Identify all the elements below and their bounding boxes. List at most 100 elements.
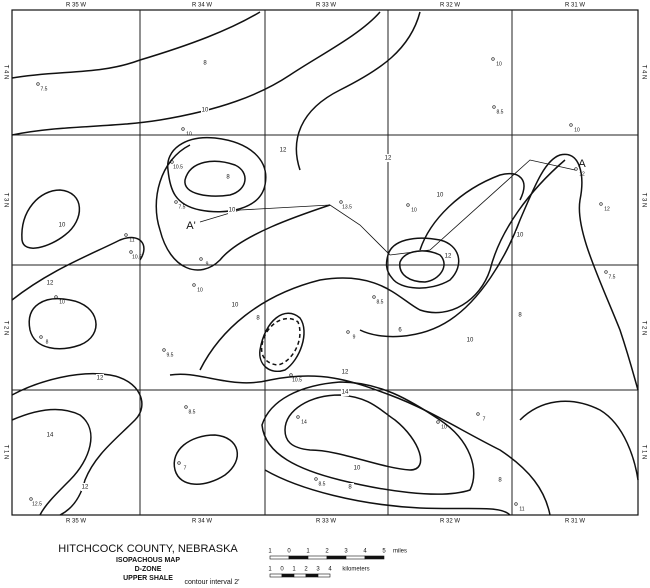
well-marker [170,160,174,164]
legend-zone: D-ZONE [135,566,162,573]
scale-segment [281,573,295,578]
well-marker [599,202,603,206]
contour-line [284,394,422,471]
range-label-bottom: R 33 W [316,519,336,525]
contour-label-bg [346,483,354,491]
well-value: 7.5 [609,274,616,280]
contour-label: 10 [229,208,236,214]
well-value: 7.5 [41,86,48,92]
well-value: 10 [496,61,502,67]
scale-tick-miles: 1 [268,549,272,555]
survey-grid [12,10,638,515]
contour-label-bg [341,388,349,396]
contour-line [184,160,246,197]
contour-label-bg [46,431,54,439]
contour-label-bg [254,314,262,322]
contour-label: 14 [47,433,54,439]
well-marker [372,295,376,299]
contour-line [399,250,445,283]
well-value: 12 [579,171,585,177]
contour-label: 10 [59,223,66,229]
range-label-bottom: R 32 W [440,519,460,525]
contour-label: 8 [226,175,230,181]
contour-label-bg [436,191,444,199]
well-value: 10 [197,287,203,293]
contour-label-bg [201,106,209,114]
scale-tick-km: 3 [316,567,320,573]
contour-line [155,144,331,271]
contour-label-bg [516,311,524,319]
well-marker [192,283,196,287]
contour-label: 10 [354,466,361,472]
contours [11,11,639,516]
contour-label: 12 [342,370,349,376]
contour-line [419,173,525,251]
contour-label-bg [46,279,54,287]
contour-label-bg [496,476,504,484]
well-marker [514,502,518,506]
well-value: 10 [59,299,65,305]
well-value: 9 [206,261,209,267]
scale-tick-miles: 5 [382,549,386,555]
contour-line [11,11,261,79]
contour-line [11,408,92,516]
well-marker [29,497,33,501]
section-label: A' [186,220,195,232]
well-marker [124,233,128,237]
range-label-bottom: R 35 W [66,519,86,525]
range-label-bottom: R 31 W [565,519,585,525]
well-marker [39,335,43,339]
township-label-left: T 2 N [2,321,8,336]
township-label-right: T 4 N [640,65,646,80]
range-label-bottom: R 34 W [192,519,212,525]
well-marker [184,405,188,409]
well-marker [54,295,58,299]
contour-label-bg [279,146,287,154]
scale-tick-km: 1 [292,567,296,573]
well-value: 13.5 [342,204,352,210]
well-value: 7.5 [179,204,186,210]
well-marker [346,330,350,334]
contour-line [260,317,301,366]
contour-line [385,237,460,289]
contour-line [167,136,267,213]
well-marker [36,82,40,86]
well-value: 8 [46,339,49,345]
contour-label-bg [81,483,89,491]
range-label-top: R 32 W [440,3,460,9]
contour-line [359,153,639,391]
scale-tick-miles: 1 [306,549,310,555]
well-value: 10.5 [132,254,142,260]
well-marker [181,127,185,131]
well-value: 7 [483,416,486,422]
contour-line [11,372,143,516]
well-value: 12.5 [32,501,42,507]
well-marker [177,461,181,465]
range-label-top: R 35 W [66,3,86,9]
well-value: 8.5 [377,299,384,305]
contour-line [173,434,239,485]
contour-line [295,11,421,171]
scale-segment [305,573,319,578]
well-marker [129,250,133,254]
well-marker [476,412,480,416]
township-label-left: T 3 N [2,193,8,208]
contour-label: 8 [518,313,522,319]
scale-segment [364,555,385,560]
township-label-left: T 4 N [2,65,8,80]
contour-label: 10 [232,303,239,309]
well-marker [406,203,410,207]
contour-label: 8 [256,316,260,322]
well-value: 10.5 [292,377,302,383]
contour-label-bg [231,301,239,309]
well-value: 14 [301,419,307,425]
contour-line [519,400,639,481]
range-label-top: R 34 W [192,3,212,9]
legend-title: HITCHCOCK COUNTY, NEBRASKA [58,543,238,555]
well-value: 10 [574,127,580,133]
well-value: 11 [129,237,134,243]
well-marker [289,373,293,377]
contour-label-bg [96,374,104,382]
contour-line [199,159,576,256]
